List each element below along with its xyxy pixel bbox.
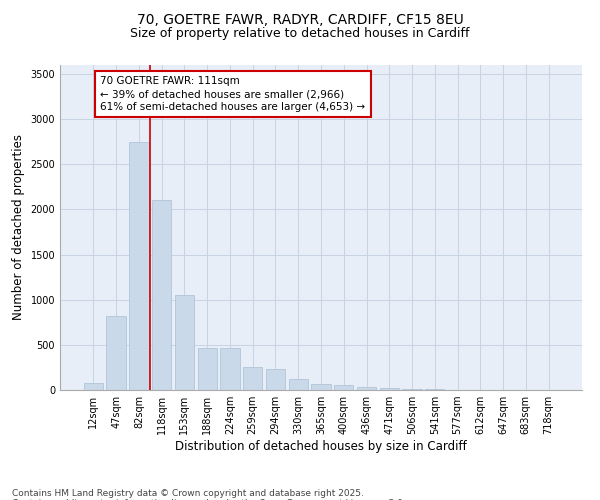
Text: Size of property relative to detached houses in Cardiff: Size of property relative to detached ho… bbox=[130, 28, 470, 40]
Bar bbox=[220, 348, 239, 390]
Y-axis label: Number of detached properties: Number of detached properties bbox=[12, 134, 25, 320]
Text: Contains HM Land Registry data © Crown copyright and database right 2025.: Contains HM Land Registry data © Crown c… bbox=[12, 488, 364, 498]
Bar bbox=[403, 389, 422, 390]
Bar bbox=[243, 368, 262, 390]
Text: 70, GOETRE FAWR, RADYR, CARDIFF, CF15 8EU: 70, GOETRE FAWR, RADYR, CARDIFF, CF15 8E… bbox=[137, 12, 463, 26]
Bar bbox=[334, 385, 353, 390]
Bar bbox=[357, 388, 376, 390]
X-axis label: Distribution of detached houses by size in Cardiff: Distribution of detached houses by size … bbox=[175, 440, 467, 453]
Bar bbox=[197, 348, 217, 390]
Bar bbox=[106, 316, 126, 390]
Text: Contains public sector information licensed under the Open Government Licence v3: Contains public sector information licen… bbox=[12, 498, 406, 500]
Bar bbox=[311, 384, 331, 390]
Text: 70 GOETRE FAWR: 111sqm
← 39% of detached houses are smaller (2,966)
61% of semi-: 70 GOETRE FAWR: 111sqm ← 39% of detached… bbox=[100, 76, 365, 112]
Bar bbox=[175, 295, 194, 390]
Bar bbox=[129, 142, 149, 390]
Bar bbox=[289, 379, 308, 390]
Bar bbox=[84, 383, 103, 390]
Bar bbox=[152, 200, 172, 390]
Bar bbox=[266, 369, 285, 390]
Bar bbox=[380, 388, 399, 390]
